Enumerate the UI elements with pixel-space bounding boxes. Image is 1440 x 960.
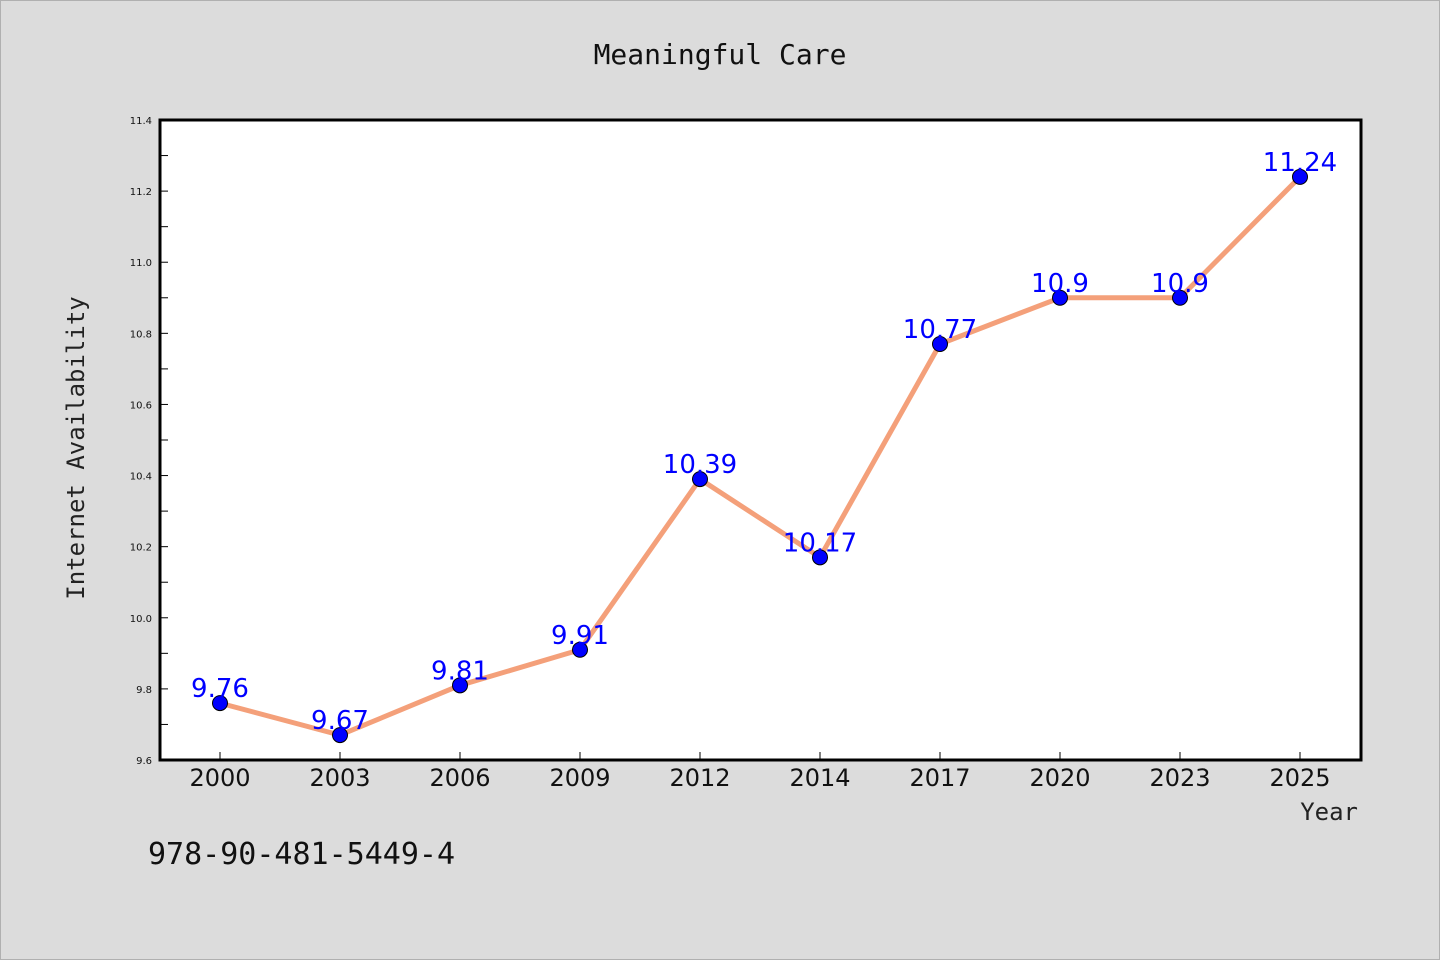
- x-axis-title: Year: [1300, 798, 1358, 826]
- x-tick-label: 2000: [189, 764, 250, 792]
- data-label: 9.76: [191, 674, 249, 704]
- y-axis: 9.6 9.8 10.0 10.2 10.4 10.6 10.8 11.0 11.2 11.4: [130, 116, 168, 767]
- y-axis-title: Internet Availability: [62, 296, 90, 599]
- y-tick-label: 10.2: [130, 543, 152, 554]
- data-point: [572, 641, 588, 658]
- data-point: [212, 695, 228, 712]
- y-tick-label: 11.4: [130, 116, 152, 127]
- data-label: 10.9: [1151, 269, 1209, 299]
- data-point: [332, 727, 348, 744]
- data-point: [812, 549, 828, 566]
- y-tick-label: 10.0: [130, 614, 152, 625]
- data-label: 9.67: [311, 706, 369, 736]
- data-label: 9.81: [431, 656, 489, 686]
- data-point: [452, 677, 468, 694]
- data-label: 10.77: [903, 315, 977, 345]
- data-labels-group: 9.76 9.67 9.81 9.91 10.39 10.17 10.77 10.9 10.9 1…: [191, 148, 1337, 736]
- data-label: 10.39: [663, 450, 737, 480]
- data-label: 9.91: [551, 621, 609, 651]
- x-tick-label: 2014: [789, 764, 850, 792]
- data-label: 10.17: [783, 528, 857, 558]
- data-point: [1292, 168, 1308, 185]
- data-point: [1172, 289, 1188, 306]
- y-tick-label: 11.0: [130, 258, 152, 269]
- y-tick-label: 11.2: [130, 187, 152, 198]
- x-tick-label: 2003: [309, 764, 370, 792]
- y-tick-label: 9.8: [136, 685, 152, 696]
- y-tick-label: 9.6: [136, 756, 152, 767]
- data-label: 10.9: [1031, 269, 1089, 299]
- data-point: [692, 471, 708, 488]
- y-tick-label: 10.6: [130, 400, 152, 411]
- data-label: 11.24: [1263, 148, 1337, 178]
- series-line-group: [219, 175, 1302, 738]
- markers-group: [212, 168, 1308, 744]
- y-tick-label: 10.4: [130, 472, 152, 483]
- y-tick-label: 10.8: [130, 329, 152, 340]
- x-tick-label: 2009: [549, 764, 610, 792]
- x-tick-label: 2023: [1149, 764, 1210, 792]
- x-tick-label: 2012: [669, 764, 730, 792]
- x-tick-label: 2025: [1269, 764, 1330, 792]
- plot-area: [158, 118, 1363, 762]
- series-line: [219, 175, 1302, 738]
- isbn-text: 978-90-481-5449-4: [148, 837, 455, 872]
- x-tick-label: 2020: [1029, 764, 1090, 792]
- data-point: [1052, 289, 1068, 306]
- x-axis: 2000 2003 2006 2009 2012 2014 2017 2020 2023 2025: [189, 752, 1331, 792]
- chart-title: Meaningful Care: [594, 38, 847, 71]
- x-tick-label: 2017: [909, 764, 970, 792]
- x-tick-label: 2006: [429, 764, 490, 792]
- data-point: [932, 336, 948, 352]
